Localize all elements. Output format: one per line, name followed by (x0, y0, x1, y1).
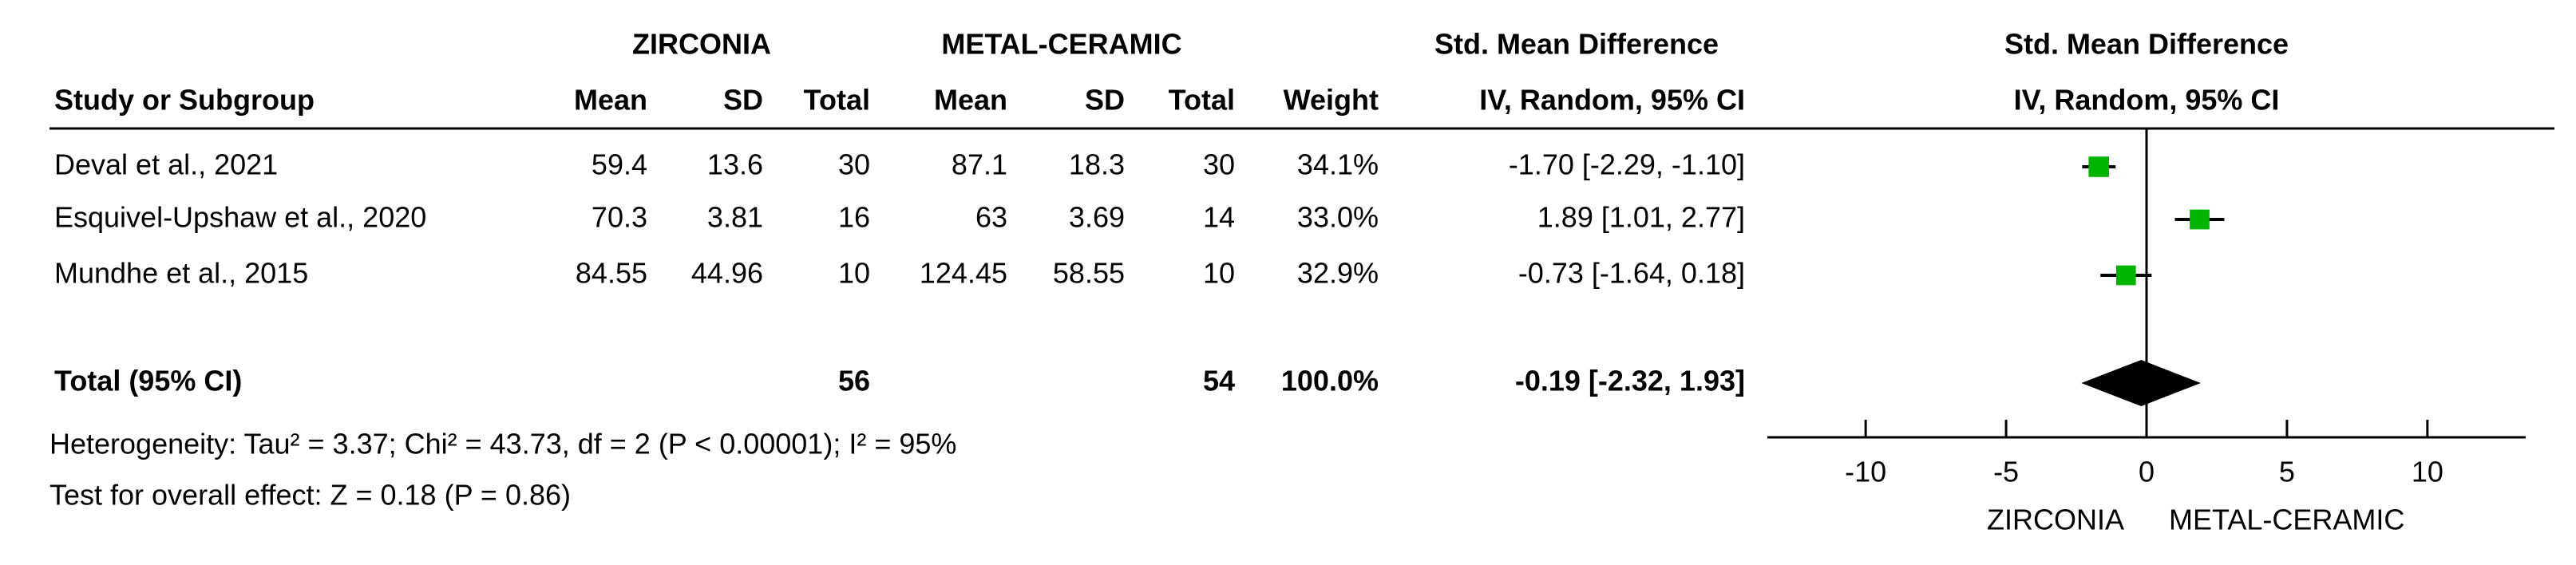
column-header: Total (1169, 84, 1235, 117)
total-value: 54 (1203, 365, 1235, 397)
study-value: 30 (1203, 148, 1235, 181)
total-value: 100.0% (1281, 365, 1379, 397)
study-value: 3.81 (707, 201, 763, 234)
study-value: 44.96 (691, 257, 763, 290)
total-diamond (2081, 360, 2201, 406)
x-tick-label: 5 (2279, 456, 2295, 488)
x-tick-label: 10 (2412, 456, 2443, 488)
x-axis-label: METAL-CERAMIC (2169, 504, 2404, 536)
group-header: METAL-CERAMIC (941, 28, 1181, 61)
column-header: IV, Random, 95% CI (2014, 84, 2280, 117)
column-header: Study or Subgroup (54, 84, 315, 117)
effect-square (2088, 156, 2109, 177)
study-value: 58.55 (1053, 257, 1125, 290)
x-tick-label: 0 (2139, 456, 2155, 488)
study-name: Deval et al., 2021 (54, 148, 278, 181)
x-tick-label: -10 (1845, 456, 1886, 488)
x-tick-label: -5 (1993, 456, 2019, 488)
total-value: 56 (838, 365, 870, 397)
column-header: IV, Random, 95% CI (1479, 84, 1745, 117)
effect-square (2115, 265, 2136, 286)
column-header: SD (723, 84, 763, 117)
study-value: 84.55 (576, 257, 647, 290)
column-header: Mean (574, 84, 647, 117)
study-value: 124.45 (920, 257, 1007, 290)
study-value: 3.69 (1069, 201, 1125, 234)
group-header: ZIRCONIA (632, 28, 771, 61)
group-header: Std. Mean Difference (1434, 28, 1719, 61)
study-value: 10 (1203, 257, 1235, 290)
column-header: Mean (934, 84, 1007, 117)
study-value: 30 (838, 148, 870, 181)
study-value: 63 (975, 201, 1007, 234)
study-name: Esquivel-Upshaw et al., 2020 (54, 201, 426, 234)
study-value: 1.89 [1.01, 2.77] (1537, 201, 1745, 234)
study-value: 32.9% (1297, 257, 1379, 290)
heterogeneity: Heterogeneity: Tau² = 3.37; Chi² = 43.73… (49, 428, 956, 460)
study-value: 10 (838, 257, 870, 290)
column-header: Weight (1284, 84, 1379, 117)
study-value: 16 (838, 201, 870, 234)
group-header: Std. Mean Difference (2004, 28, 2289, 61)
study-value: 34.1% (1297, 148, 1379, 181)
study-value: 18.3 (1069, 148, 1125, 181)
x-axis-label: ZIRCONIA (1987, 504, 2124, 536)
column-header: SD (1085, 84, 1125, 117)
study-value: -1.70 [-2.29, -1.10] (1509, 148, 1745, 181)
study-name: Mundhe et al., 2015 (54, 257, 308, 290)
study-value: -0.73 [-1.64, 0.18] (1518, 257, 1745, 290)
effect-square (2190, 209, 2210, 230)
study-value: 70.3 (592, 201, 647, 234)
total-value: -0.19 [-2.32, 1.93] (1515, 365, 1745, 397)
study-value: 59.4 (592, 148, 647, 181)
study-value: 87.1 (952, 148, 1007, 181)
study-value: 33.0% (1297, 201, 1379, 234)
overall-effect: Test for overall effect: Z = 0.18 (P = 0… (49, 479, 571, 512)
total-name: Total (95% CI) (54, 365, 242, 397)
column-header: Total (804, 84, 870, 117)
study-value: 13.6 (707, 148, 763, 181)
study-value: 14 (1203, 201, 1235, 234)
